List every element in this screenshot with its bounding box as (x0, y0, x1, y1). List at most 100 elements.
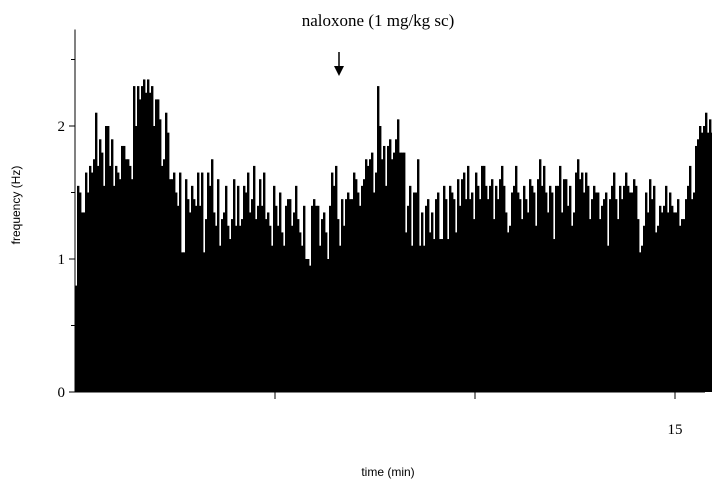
histogram-bar (109, 165, 112, 392)
histogram-bar (301, 245, 304, 392)
histogram-bar (75, 285, 78, 392)
histogram-bar (299, 232, 302, 392)
histogram-bar (669, 192, 672, 392)
histogram-bar (589, 219, 592, 392)
histogram-bar (141, 86, 144, 392)
histogram-bar (599, 219, 602, 392)
histogram-bar (197, 172, 200, 392)
histogram-bar (603, 199, 606, 392)
histogram-bar (541, 185, 544, 392)
histogram-bar (443, 185, 446, 392)
histogram-bar (563, 179, 566, 392)
histogram-bar (245, 192, 248, 392)
histogram-bar (499, 179, 502, 392)
histogram-bar (431, 212, 434, 392)
histogram-bar (459, 205, 462, 392)
histogram-bar (461, 179, 464, 392)
histogram-bar (307, 259, 310, 392)
histogram-bar (391, 159, 394, 392)
histogram-bar (147, 79, 150, 392)
histogram-bar (485, 185, 488, 392)
histogram-bar (631, 192, 634, 392)
histogram-bar (169, 179, 172, 392)
histogram-bar (399, 152, 402, 392)
histogram-bar (81, 212, 84, 392)
histogram-bar (565, 179, 568, 392)
histogram-bar (405, 232, 408, 392)
histogram-bar (553, 239, 556, 392)
histogram-bar (99, 139, 102, 392)
histogram-bars (75, 79, 712, 393)
histogram-bar (679, 225, 682, 392)
histogram-bar (319, 245, 322, 392)
tick-labels: 0 1 2 15 (58, 119, 683, 438)
histogram-bar (281, 232, 284, 392)
histogram-bar (355, 179, 358, 392)
histogram-bar (449, 185, 452, 392)
histogram-bar (241, 219, 244, 392)
histogram-bar (489, 185, 492, 392)
histogram-bar (209, 185, 212, 392)
histogram-bar (295, 185, 298, 392)
histogram-bar (677, 199, 680, 392)
histogram-bar (569, 185, 572, 392)
histogram-bar (273, 185, 276, 392)
histogram-bar (425, 205, 428, 392)
histogram-bar (177, 205, 180, 392)
histogram-bar (263, 172, 266, 392)
histogram-bar (697, 139, 700, 392)
histogram-bar (415, 192, 418, 392)
histogram-bar (401, 152, 404, 392)
histogram-bar (233, 179, 236, 392)
histogram-bar (601, 205, 604, 392)
down-arrow-icon (334, 52, 344, 76)
histogram-bar (243, 185, 246, 392)
histogram-bar (555, 185, 558, 392)
histogram-bar (453, 199, 456, 392)
histogram-bar (593, 185, 596, 392)
histogram-bar (561, 212, 564, 392)
histogram-bar (359, 205, 362, 392)
histogram-bar (123, 145, 126, 392)
histogram-bar (557, 185, 560, 392)
histogram-bar (465, 199, 468, 392)
histogram-bar (205, 219, 208, 392)
histogram-bar (275, 205, 278, 392)
histogram-bar (129, 165, 132, 392)
histogram-bar (149, 92, 152, 392)
histogram-bar (407, 205, 410, 392)
histogram-bar (327, 259, 330, 392)
histogram-bar (83, 212, 86, 392)
histogram-bar (93, 159, 96, 392)
histogram-bar (313, 199, 316, 392)
histogram-bar (641, 245, 644, 392)
histogram-bar (469, 199, 472, 392)
histogram-bar (255, 219, 258, 392)
histogram-bar (103, 185, 106, 392)
histogram-bar (695, 145, 698, 392)
histogram-bar (229, 239, 232, 392)
histogram-bar (621, 199, 624, 392)
histogram-bar (455, 232, 458, 392)
histogram-bar (687, 185, 690, 392)
histogram-bar (265, 219, 268, 392)
histogram-bar (113, 185, 116, 392)
histogram-bar (323, 212, 326, 392)
histogram-bar (503, 185, 506, 392)
histogram-bar (309, 265, 312, 392)
x-tick-label: 15 (668, 422, 683, 438)
histogram-bar (171, 179, 174, 392)
histogram-bar (185, 179, 188, 392)
y-tick-label: 1 (58, 252, 66, 268)
histogram-bar (587, 185, 590, 392)
histogram-bar (167, 132, 170, 392)
histogram-bar (111, 139, 114, 392)
histogram-bar (159, 119, 162, 392)
histogram-bar (127, 159, 130, 392)
histogram-bar (685, 199, 688, 392)
histogram-bar (161, 165, 164, 392)
histogram-bar (339, 245, 342, 392)
axes (69, 29, 705, 399)
histogram-bar (175, 192, 178, 392)
histogram-bar (409, 185, 412, 392)
